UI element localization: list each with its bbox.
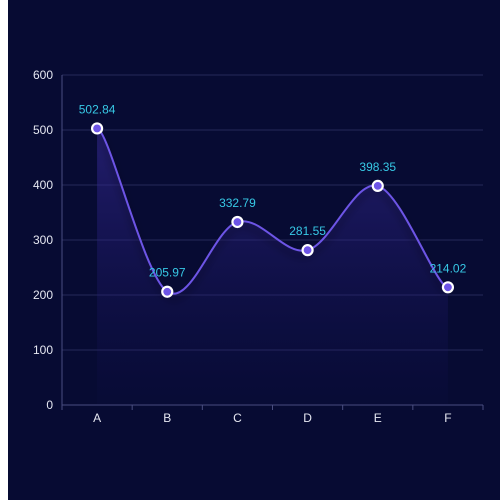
data-point-marker — [301, 244, 314, 257]
series-line — [96, 127, 449, 295]
data-value-label: 332.79 — [219, 196, 256, 210]
data-point-marker — [90, 122, 104, 135]
line-layer — [96, 127, 449, 295]
data-value-label: 214.02 — [430, 261, 467, 275]
x-tick-label: A — [93, 411, 101, 425]
series-area — [97, 128, 448, 406]
y-tick-label: 200 — [33, 288, 53, 302]
y-tick-label: 100 — [33, 343, 53, 357]
y-tick-label: 600 — [33, 68, 53, 82]
x-tick-label: C — [233, 411, 242, 425]
data-point-marker — [441, 281, 455, 294]
data-point-marker — [231, 215, 244, 229]
x-tick-label: D — [303, 411, 312, 425]
data-value-label: 205.97 — [149, 266, 186, 280]
data-value-label: 502.84 — [79, 102, 116, 116]
data-value-label: 398.35 — [359, 160, 396, 174]
area-layer — [97, 128, 448, 406]
y-tick-label: 0 — [46, 398, 53, 412]
data-point-marker — [161, 285, 174, 298]
label-layer: 502.84 205.97 332.79 281.55 398.35 214.02 — [79, 102, 467, 279]
data-value-label: 281.55 — [289, 224, 326, 238]
y-tick-label: 300 — [33, 233, 53, 247]
marker-layer — [90, 122, 455, 298]
x-tick-label: F — [444, 411, 451, 425]
x-tick-label: E — [374, 411, 382, 425]
y-tick-label: 400 — [33, 178, 53, 192]
axis-layer: 0 100 200 300 400 500 600 A B C D E F — [33, 68, 484, 425]
x-tick-label: B — [163, 411, 171, 425]
data-point-marker — [371, 179, 384, 193]
y-tick-label: 500 — [33, 123, 53, 137]
